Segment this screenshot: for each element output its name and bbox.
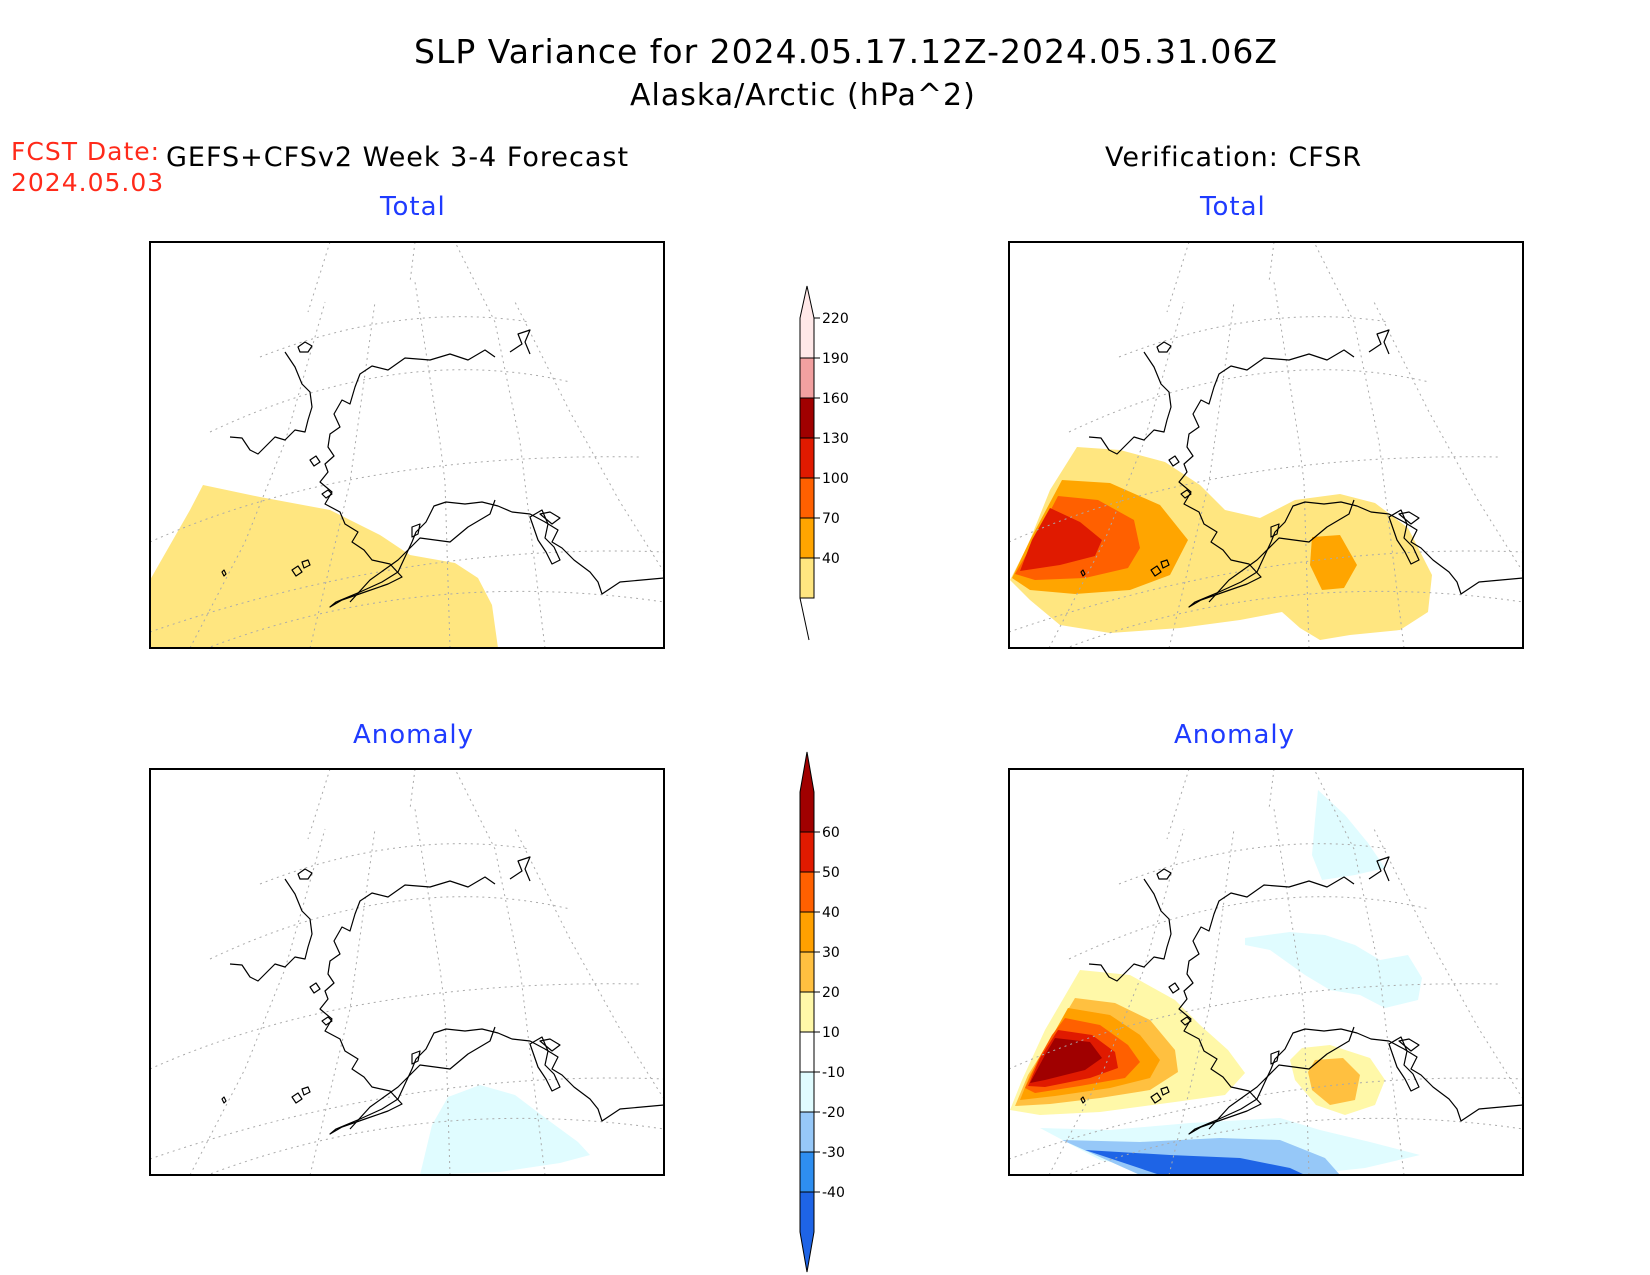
colorbar-tick-label: 40: [822, 551, 840, 567]
colorbar-tick-label: 30: [822, 945, 840, 961]
total-shade-70-100: [1310, 535, 1357, 590]
map-panel-verification-total: [1009, 242, 1523, 648]
coastline: [221, 856, 664, 1135]
figure-subtitle: Alaska/Arctic (hPa^2): [630, 78, 976, 113]
anomaly-shade-above-60: [1030, 1038, 1102, 1083]
colorbar-tick-label: 160: [822, 391, 849, 407]
anomaly-shade-minus20-minus10: [1245, 932, 1422, 1008]
anomaly-shade-minus20-minus10: [1312, 790, 1385, 880]
graticule: [1009, 242, 1523, 648]
panel-title-verification-anomaly: Anomaly: [1174, 720, 1296, 750]
anomaly-shade-minus40-minus30: [1085, 1150, 1305, 1175]
colorbar-tick-label: -40: [822, 1185, 845, 1201]
anomaly-shade-20-30: [1308, 1058, 1360, 1105]
colorbar-segment: [799, 437, 815, 479]
map-panel-verification-anomaly: [1009, 769, 1523, 1175]
colorbar-tick-label: 220: [822, 311, 849, 327]
colorbar-segment: [799, 831, 815, 873]
anomaly-shade-minus20-minus10: [420, 1085, 590, 1175]
graticule: [1009, 769, 1523, 1175]
coastline: [1080, 329, 1523, 608]
colorbar-segment: [799, 1111, 815, 1153]
colorbar-tick-label: 130: [822, 431, 849, 447]
coastline: [221, 329, 664, 608]
colorbar-segment: [799, 557, 815, 599]
colorbar-segment: [799, 285, 815, 359]
colorbar-anomaly: -40 -30 -20 -10 10 20 30 40 50 60: [799, 751, 845, 1273]
panel-title-forecast-total: Total: [380, 192, 446, 222]
total-shade-40-70: [150, 485, 498, 648]
figure-title: SLP Variance for 2024.05.17.12Z-2024.05.…: [414, 32, 1279, 71]
colorbar-tick-label: 20: [822, 985, 840, 1001]
panel-frame-verification-total: [1008, 241, 1524, 649]
colorbar-segment: [799, 911, 815, 953]
colorbar-tick-label: 190: [822, 351, 849, 367]
colorbar-tick-label: 100: [822, 471, 849, 487]
colorbar-segment: [799, 517, 815, 559]
graticule: [150, 769, 664, 1175]
colorbar-segment: [799, 871, 815, 913]
fcst-date-value: 2024.05.03: [11, 168, 165, 197]
fcst-date-label: FCST Date:: [11, 137, 161, 166]
colorbar-tick-label: -30: [822, 1145, 845, 1161]
total-shade-130-160: [1020, 508, 1102, 571]
colorbar-segment: [799, 751, 815, 833]
colorbar-segment: [799, 1151, 815, 1193]
colorbar-tick-label: 50: [822, 865, 840, 881]
colorbar-segment: [799, 951, 815, 993]
colorbar-segment: [799, 397, 815, 439]
colorbar-segment: [799, 1031, 815, 1073]
map-panel-forecast-total: [150, 242, 664, 648]
colorbar-tick-label: -10: [822, 1065, 845, 1081]
colorbar-tick-label: 40: [822, 905, 840, 921]
panel-frame-forecast-total: [149, 241, 665, 649]
graticule: [150, 242, 664, 648]
colorbar-tick-label: -20: [822, 1105, 845, 1121]
colorbar-segment: [799, 477, 815, 519]
coastline: [1080, 856, 1523, 1135]
colorbar-segment: [799, 1191, 815, 1273]
colorbar-segment: [799, 357, 815, 399]
colorbar-segment: [799, 991, 815, 1033]
colorbar-segment: [799, 1071, 815, 1113]
panel-title-forecast-anomaly: Anomaly: [353, 720, 475, 750]
map-panel-forecast-anomaly: [150, 769, 664, 1175]
forecast-column-heading: GEFS+CFSv2 Week 3-4 Forecast: [166, 142, 630, 173]
verification-column-heading: Verification: CFSR: [1105, 142, 1363, 173]
panel-frame-verification-anomaly: [1008, 768, 1524, 1176]
colorbar-tick-label: 10: [822, 1025, 840, 1041]
panel-frame-forecast-anomaly: [149, 768, 665, 1176]
colorbar-tick-label: 70: [822, 511, 840, 527]
colorbar-tick-label: 60: [822, 825, 840, 841]
panel-title-verification-total: Total: [1200, 192, 1266, 222]
colorbar-total: 40 70 100 130 160 190 220: [799, 285, 849, 641]
